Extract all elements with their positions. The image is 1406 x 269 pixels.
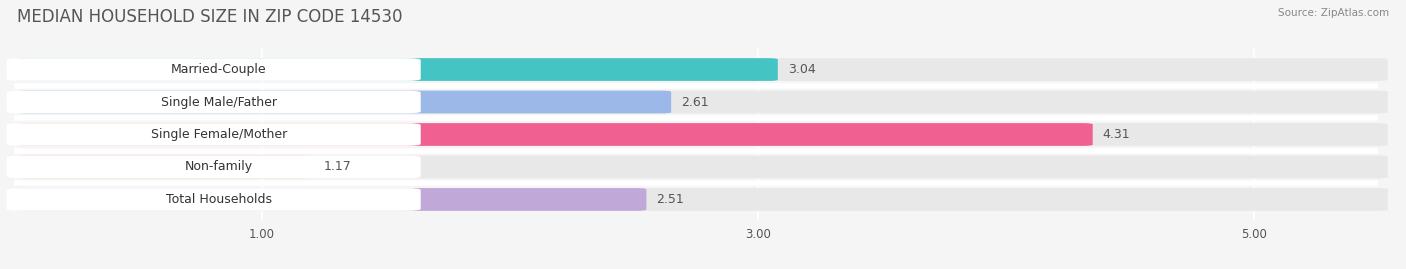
Text: Non-family: Non-family xyxy=(184,161,253,174)
FancyBboxPatch shape xyxy=(17,58,1388,81)
Text: 1.17: 1.17 xyxy=(323,161,352,174)
FancyBboxPatch shape xyxy=(17,188,1388,211)
FancyBboxPatch shape xyxy=(7,58,420,81)
FancyBboxPatch shape xyxy=(17,155,1388,178)
FancyBboxPatch shape xyxy=(17,123,1388,146)
Text: 3.04: 3.04 xyxy=(787,63,815,76)
FancyBboxPatch shape xyxy=(17,188,647,211)
Text: Single Male/Father: Single Male/Father xyxy=(160,95,277,108)
Text: Total Households: Total Households xyxy=(166,193,271,206)
Text: 4.31: 4.31 xyxy=(1102,128,1130,141)
FancyBboxPatch shape xyxy=(7,155,420,178)
FancyBboxPatch shape xyxy=(17,58,778,81)
FancyBboxPatch shape xyxy=(7,123,420,146)
Text: 2.61: 2.61 xyxy=(681,95,709,108)
Text: Source: ZipAtlas.com: Source: ZipAtlas.com xyxy=(1278,8,1389,18)
FancyBboxPatch shape xyxy=(17,155,314,178)
FancyBboxPatch shape xyxy=(7,91,420,114)
FancyBboxPatch shape xyxy=(7,188,420,211)
FancyBboxPatch shape xyxy=(17,91,1388,114)
Text: Single Female/Mother: Single Female/Mother xyxy=(150,128,287,141)
Text: Married-Couple: Married-Couple xyxy=(170,63,267,76)
Text: 2.51: 2.51 xyxy=(657,193,685,206)
FancyBboxPatch shape xyxy=(17,91,671,114)
Text: MEDIAN HOUSEHOLD SIZE IN ZIP CODE 14530: MEDIAN HOUSEHOLD SIZE IN ZIP CODE 14530 xyxy=(17,8,402,26)
FancyBboxPatch shape xyxy=(17,123,1092,146)
